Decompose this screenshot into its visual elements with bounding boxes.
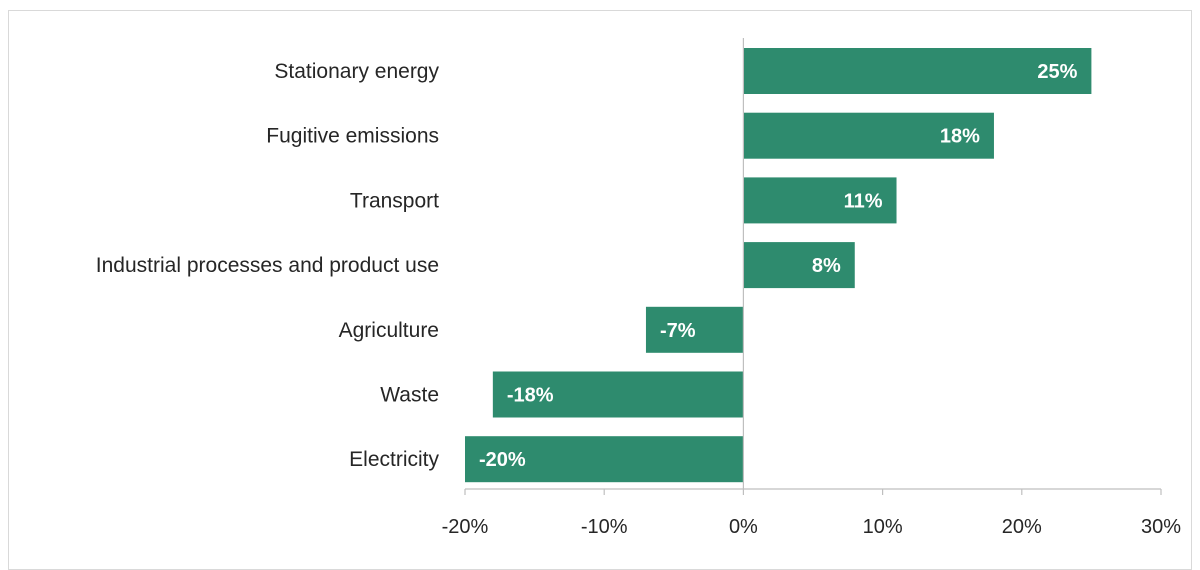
bar-agriculture xyxy=(645,306,744,353)
bar-transport xyxy=(743,177,897,224)
x-tick-label: 30% xyxy=(1141,516,1181,538)
bar-electricity xyxy=(465,436,744,483)
category-label: Stationary energy xyxy=(274,60,439,83)
bar-industrial-processes-and-product-use xyxy=(743,242,855,289)
data-label: 18% xyxy=(940,126,980,148)
bar-stationary-energy xyxy=(743,48,1092,94)
data-label: 8% xyxy=(812,255,841,277)
x-tick-label: 10% xyxy=(863,516,903,538)
category-label: Industrial processes and product use xyxy=(96,254,439,277)
data-label: -18% xyxy=(507,385,554,407)
data-label: -7% xyxy=(660,320,696,342)
x-tick-label: 0% xyxy=(729,516,758,538)
category-label: Fugitive emissions xyxy=(266,125,439,148)
bar-waste xyxy=(492,371,744,418)
category-label: Agriculture xyxy=(339,319,439,342)
data-label: -20% xyxy=(479,449,526,471)
bar-fugitive-emissions xyxy=(743,112,994,159)
bar-chart: Stationary energy 25% Fugitive emissions 18… xyxy=(96,38,1181,538)
data-label: 11% xyxy=(844,190,883,212)
x-tick-label: -10% xyxy=(581,516,628,538)
x-tick-label: 20% xyxy=(1002,516,1042,538)
x-tick-label: -20% xyxy=(442,516,489,538)
category-label: Electricity xyxy=(349,448,439,471)
category-label: Transport xyxy=(350,189,439,212)
data-label: 25% xyxy=(1037,61,1077,83)
category-label: Waste xyxy=(380,384,439,407)
